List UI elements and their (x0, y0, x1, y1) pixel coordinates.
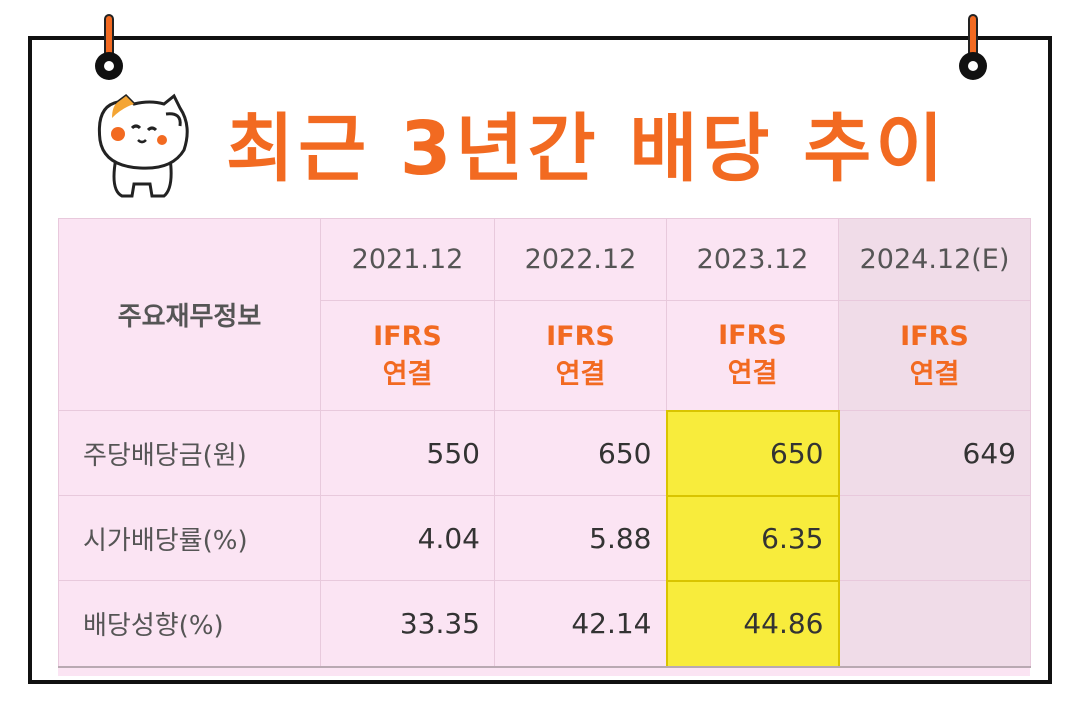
corner-label: 주요재무정보 (58, 218, 321, 411)
highlighted-cell: 650 (665, 409, 840, 497)
year-header-2023: 2023.12 (666, 218, 839, 301)
table-cell: 4.04 (320, 495, 495, 581)
highlighted-cell: 44.86 (665, 579, 840, 668)
table-cell (838, 580, 1031, 668)
row-label-dps: 주당배당금(원) (58, 410, 321, 496)
table-cell (838, 495, 1031, 581)
row-label-payout: 배당성향(%) (58, 580, 321, 668)
table-row: 시가배당률(%) 4.04 5.88 6.35 (58, 494, 1031, 582)
ifrs-tag-2021: IFRS 연결 (320, 300, 495, 411)
table-cell: 650 (494, 410, 667, 496)
table-row: 주당배당금(원) 550 650 650 649 (58, 409, 1031, 497)
table-cell: 33.35 (320, 580, 495, 668)
year-header-2022: 2022.12 (494, 218, 667, 301)
ifrs-tag-2024e: IFRS 연결 (838, 300, 1031, 411)
right-binder-pin-icon (959, 14, 987, 80)
ifrs-tag-2022: IFRS 연결 (494, 300, 667, 411)
table-cell: 42.14 (494, 580, 667, 668)
highlighted-cell: 6.35 (665, 494, 840, 582)
table-cell: 5.88 (494, 495, 667, 581)
row-label-yield: 시가배당률(%) (58, 495, 321, 581)
year-header-2021: 2021.12 (320, 218, 495, 301)
year-header-2024e: 2024.12(E) (838, 218, 1031, 301)
table-cell: 649 (838, 410, 1031, 496)
ifrs-tag-2023: IFRS 연결 (666, 300, 839, 411)
left-binder-pin-icon (95, 14, 123, 80)
table-row: 배당성향(%) 33.35 42.14 44.86 (58, 579, 1031, 668)
page-title: 최근 3년간 배당 추이 (226, 106, 948, 192)
cat-mascot-icon (97, 93, 189, 198)
dividend-table: 주요재무정보 2021.12 2022.12 2023.12 2024.12(E… (58, 218, 1031, 676)
table-cell: 550 (320, 410, 495, 496)
